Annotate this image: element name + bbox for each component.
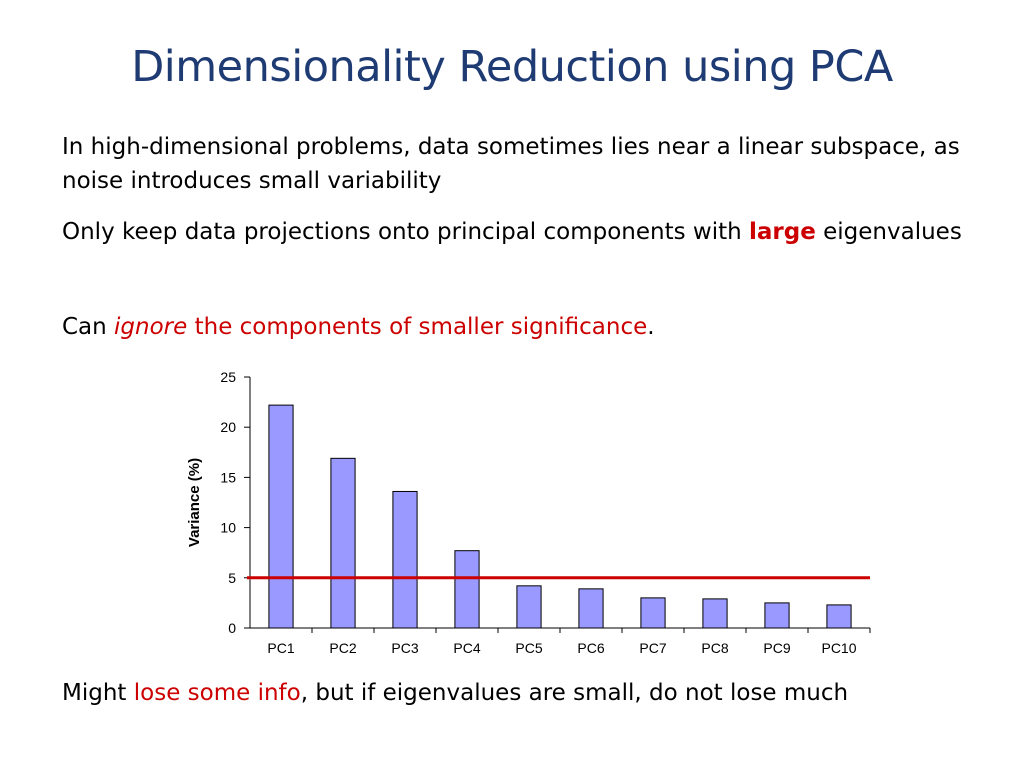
x-tick-label: PC9: [763, 640, 790, 656]
y-tick-label: 15: [220, 469, 236, 485]
bar-pc3: [392, 490, 418, 629]
y-tick-label: 0: [228, 620, 236, 636]
bullet-ignore-components: Can ignore the components of smaller sig…: [62, 310, 962, 344]
bullet-keep-large-eigenvalues: Only keep data projections onto principa…: [62, 215, 962, 249]
x-tick-label: PC2: [329, 640, 356, 656]
y-tick-label: 20: [220, 419, 236, 435]
x-tick-label: PC7: [639, 640, 666, 656]
bar-pc4: [454, 550, 480, 629]
bullet2-highlight-large: large: [749, 219, 816, 245]
bullet2-post-text: eigenvalues: [815, 219, 962, 245]
bullet-noise-subspace: In high-dimensional problems, data somet…: [62, 134, 960, 194]
x-tick-label: PC10: [821, 640, 856, 656]
variance-bar-chart: 0 5 10 15 20 25 Variance (%) PC1 PC2 PC3 PC4 PC5 PC6…: [186, 369, 871, 656]
y-tick-label: 25: [220, 369, 236, 385]
bar-pc9: [764, 602, 790, 629]
bullet4-pre-text: Might: [62, 680, 134, 706]
bar-pc2: [330, 457, 356, 629]
bullet3-pre-text: Can: [62, 314, 115, 340]
x-tick-label: PC4: [453, 640, 480, 656]
bullet3-highlight-ignore: ignore: [114, 314, 188, 340]
x-tick-label: PC6: [577, 640, 604, 656]
bar-pc10: [826, 604, 852, 629]
slide-title: Dimensionality Reduction using PCA: [131, 42, 893, 92]
bullet3-highlight-text: the components of smaller significance: [187, 314, 648, 340]
bar-pc5: [516, 585, 542, 629]
x-tick-label: PC8: [701, 640, 728, 656]
bullet4-post-text: , but if eigenvalues are small, do not l…: [300, 680, 849, 706]
x-tick-label: PC1: [267, 640, 294, 656]
bullet2-pre-text: Only keep data projections onto principa…: [62, 219, 750, 245]
bullet4-highlight-lose-info: lose some info: [133, 680, 301, 706]
y-tick-label: 10: [220, 520, 236, 536]
x-tick-label: PC3: [391, 640, 418, 656]
bullet3-post-text: .: [647, 314, 655, 340]
x-tick-label: PC5: [515, 640, 542, 656]
y-axis-label: Variance (%): [186, 458, 203, 547]
bullet-lose-info: Might lose some info, but if eigenvalues…: [62, 676, 962, 710]
bar-pc6: [578, 588, 604, 629]
y-tick-label: 5: [228, 570, 236, 586]
bar-pc7: [640, 597, 666, 629]
bar-pc8: [702, 598, 728, 629]
bar-pc1: [268, 404, 294, 629]
